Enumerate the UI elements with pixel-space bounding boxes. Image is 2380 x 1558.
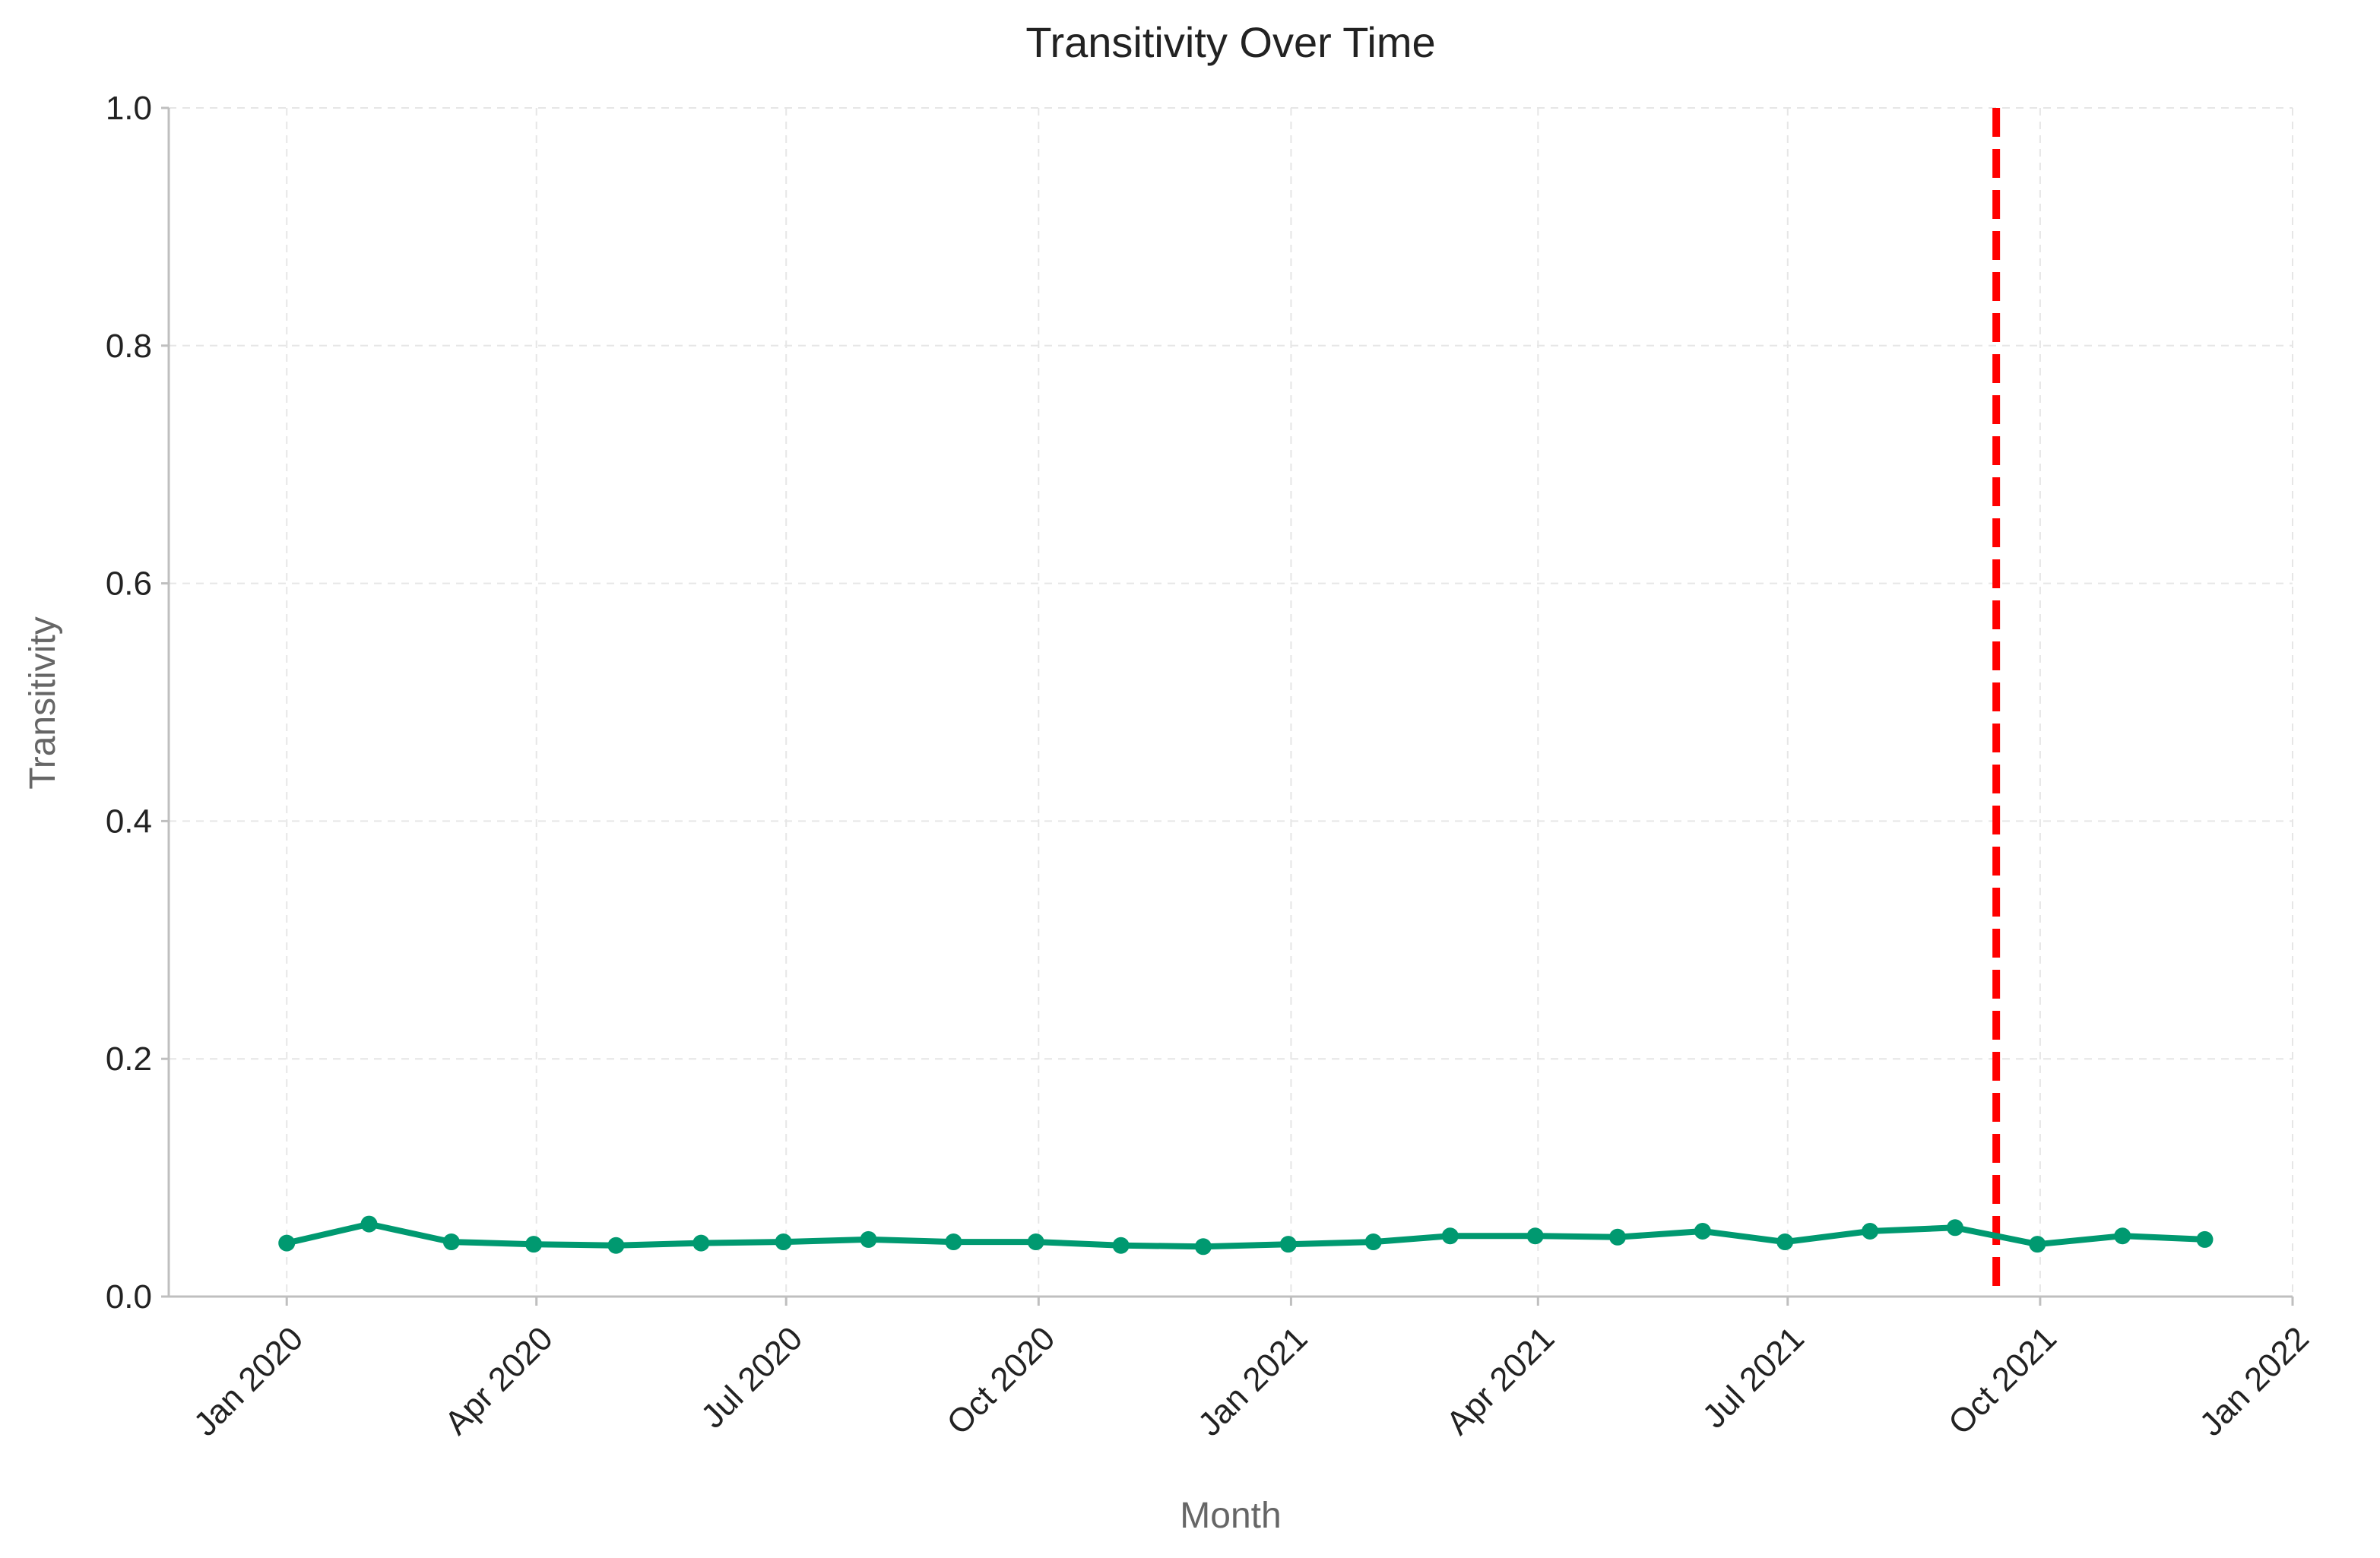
data-point-0-4 [607, 1237, 625, 1254]
data-point-0-15 [1526, 1227, 1544, 1245]
y-tick-label-1: 0.2 [106, 1040, 152, 1078]
series-layer [278, 1215, 2214, 1256]
x-tick-label-4: Jan 2021 [1191, 1319, 1315, 1443]
data-point-0-14 [1441, 1227, 1459, 1245]
data-point-0-11 [1194, 1238, 1212, 1256]
x-axis-ticks: Jan 2020 Apr 2020 Jul 2020 Oct 2020 Jan 2021… [187, 1297, 2316, 1443]
y-tick-label-3: 0.6 [106, 565, 152, 603]
data-point-0-12 [1279, 1236, 1297, 1253]
data-point-0-13 [1364, 1233, 1382, 1251]
x-tick-label-8: Jan 2022 [2192, 1319, 2316, 1443]
data-point-0-23 [2196, 1230, 2214, 1248]
y-tick-label-5: 1.0 [106, 90, 152, 127]
data-point-0-6 [775, 1233, 792, 1251]
x-tick-label-2: Jul 2020 [694, 1319, 810, 1435]
axes [167, 108, 2293, 1298]
data-point-0-16 [1608, 1228, 1626, 1246]
data-point-0-19 [1862, 1222, 1879, 1240]
data-point-0-9 [1027, 1233, 1044, 1251]
y-axis-label: Transitivity [23, 616, 63, 790]
data-point-0-3 [525, 1236, 543, 1253]
y-tick-label-0: 0.0 [106, 1278, 152, 1316]
data-point-0-5 [692, 1234, 710, 1252]
data-point-0-7 [860, 1230, 877, 1248]
x-tick-label-0: Jan 2020 [187, 1319, 311, 1443]
series-line-0 [284, 1221, 2208, 1250]
data-point-0-21 [2029, 1236, 2046, 1253]
data-point-0-20 [1946, 1219, 1963, 1237]
data-point-0-18 [1776, 1233, 1794, 1251]
data-point-0-10 [1112, 1237, 1130, 1254]
x-tick-label-7: Oct 2021 [1941, 1319, 2064, 1442]
y-tick-label-4: 0.8 [106, 328, 152, 365]
data-point-0-8 [945, 1233, 962, 1251]
x-tick-label-6: Jul 2021 [1696, 1319, 1811, 1435]
data-point-0-0 [278, 1234, 296, 1252]
data-point-0-17 [1694, 1222, 1711, 1240]
grid [169, 107, 2293, 1297]
data-point-0-22 [2114, 1227, 2131, 1245]
data-point-0-1 [360, 1215, 378, 1233]
x-tick-label-1: Apr 2020 [438, 1319, 560, 1442]
x-tick-label-5: Apr 2021 [1439, 1319, 1561, 1442]
x-tick-label-3: Oct 2020 [940, 1319, 1062, 1442]
data-point-0-2 [442, 1233, 460, 1251]
x-axis-label: Month [1180, 1496, 1281, 1536]
y-axis-ticks: 0.0 0.2 0.4 0.6 0.8 1.0 [106, 90, 169, 1316]
chart-title: Transitivity Over Time [1025, 18, 1435, 66]
y-tick-label-2: 0.4 [106, 803, 152, 840]
